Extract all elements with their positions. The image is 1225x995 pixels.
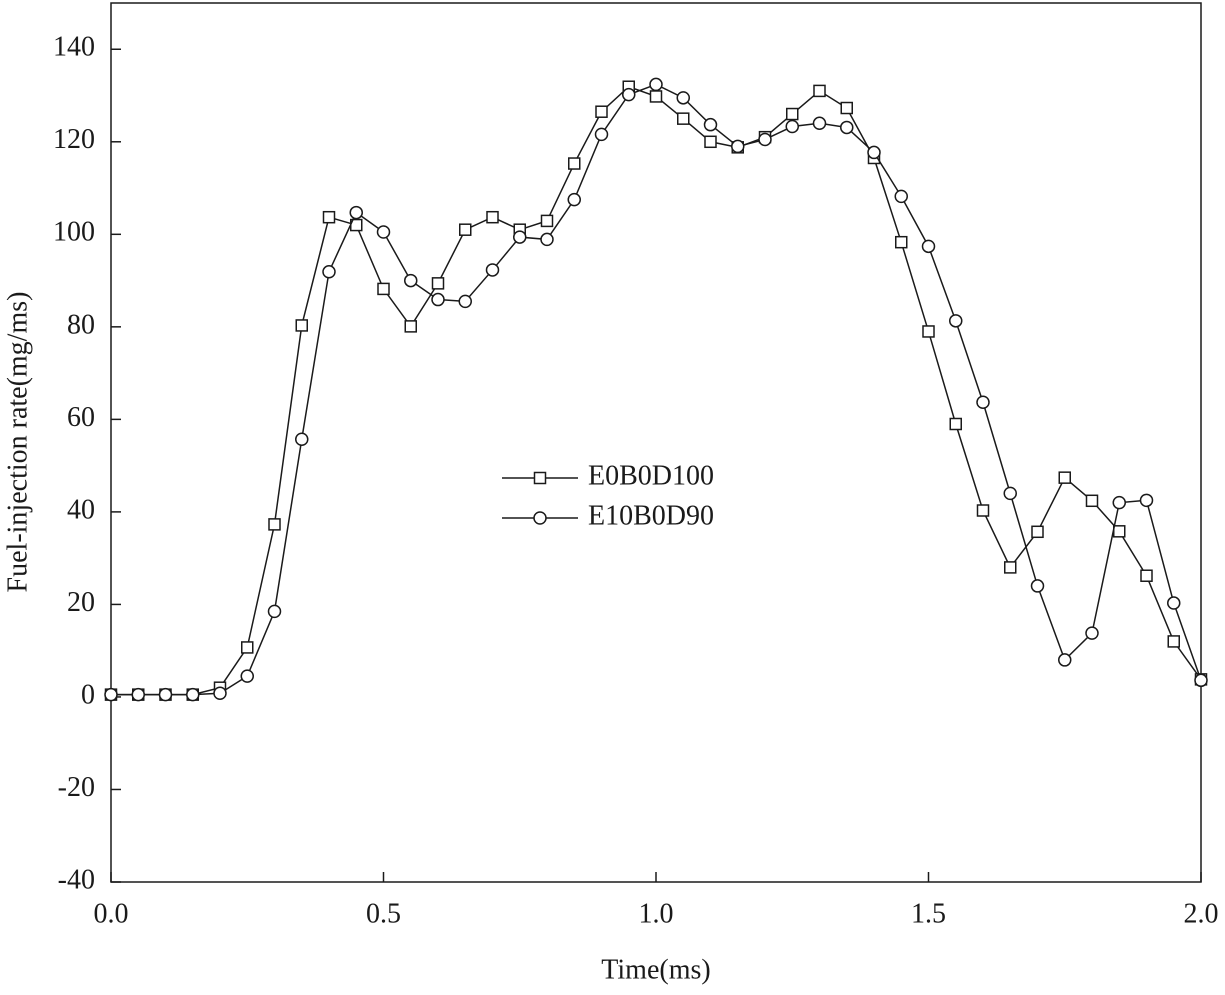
- y-tick-label: 60: [67, 402, 95, 433]
- data-point: [458, 294, 472, 309]
- data-point: [295, 432, 309, 447]
- data-point: [595, 105, 608, 118]
- data-point: [867, 145, 881, 160]
- x-tick-label: 1.0: [639, 898, 674, 929]
- y-tick-label: -40: [58, 864, 95, 895]
- x-tick-label: 2.0: [1184, 898, 1219, 929]
- data-point: [431, 292, 445, 307]
- data-point: [894, 189, 908, 204]
- data-point: [1085, 626, 1099, 640]
- x-axis-label: Time(ms): [601, 954, 710, 985]
- series-line: [111, 83, 1202, 696]
- data-point: [267, 604, 282, 619]
- data-point: [976, 504, 990, 517]
- data-point: [922, 325, 935, 338]
- data-point: [349, 205, 363, 220]
- data-point: [1031, 525, 1044, 539]
- data-point: [785, 119, 799, 134]
- data-point: [158, 687, 173, 702]
- data-point: [1139, 493, 1154, 508]
- legend-label: E0B0D100: [588, 460, 714, 491]
- data-point: [322, 210, 336, 224]
- y-tick-label: 140: [53, 32, 95, 63]
- data-point: [840, 120, 854, 135]
- data-point: [949, 314, 963, 328]
- data-point: [240, 669, 254, 683]
- data-point: [213, 686, 227, 700]
- x-tick-label: 0.0: [94, 898, 129, 929]
- data-point: [1113, 525, 1126, 538]
- y-tick-label: 40: [67, 494, 95, 525]
- data-point: [731, 139, 745, 154]
- data-point: [1003, 486, 1017, 501]
- data-point: [622, 87, 636, 102]
- plot-frame: [110, 2, 1202, 883]
- data-point: [486, 210, 499, 224]
- data-point: [1167, 596, 1181, 610]
- data-point: [1058, 471, 1071, 484]
- data-point: [1004, 561, 1017, 574]
- legend-marker: [533, 471, 547, 485]
- data-point: [786, 107, 799, 121]
- data-point: [703, 117, 718, 132]
- legend-label: E10B0D90: [588, 500, 714, 531]
- data-point: [131, 687, 145, 702]
- x-tick-label: 0.5: [366, 898, 401, 929]
- data-point: [949, 417, 962, 431]
- legend-marker: [533, 511, 547, 525]
- data-point: [1058, 653, 1072, 667]
- data-point: [1167, 635, 1180, 648]
- x-tick-label: 1.5: [911, 898, 946, 929]
- data-point: [404, 273, 418, 288]
- data-point: [812, 116, 827, 131]
- data-point: [268, 518, 281, 531]
- data-point: [540, 214, 554, 228]
- data-point: [295, 319, 308, 332]
- data-point: [485, 263, 500, 277]
- data-point: [431, 277, 445, 290]
- data-point: [976, 395, 990, 410]
- y-tick-label: 0: [81, 679, 95, 710]
- data-point: [649, 77, 663, 92]
- y-tick-label: 80: [67, 309, 95, 340]
- y-tick-label: 100: [53, 217, 95, 248]
- data-point: [404, 320, 417, 333]
- data-point: [376, 225, 391, 239]
- data-point: [377, 282, 390, 296]
- data-point: [921, 239, 936, 254]
- data-point: [459, 223, 472, 236]
- data-point: [1140, 569, 1153, 582]
- data-point: [677, 112, 690, 125]
- data-point: [241, 641, 254, 654]
- y-axis-label: Fuel-injection rate(mg/ms): [2, 292, 33, 593]
- y-tick-label: -20: [58, 772, 95, 803]
- y-tick-label: 20: [67, 587, 95, 618]
- data-point: [540, 232, 554, 247]
- data-point: [322, 265, 336, 279]
- data-point: [104, 687, 118, 702]
- data-point: [186, 687, 200, 702]
- series-line: [111, 85, 1202, 696]
- data-point: [1194, 673, 1208, 688]
- data-point: [567, 192, 581, 207]
- data-point: [813, 84, 826, 98]
- data-point: [758, 132, 772, 147]
- data-point: [895, 235, 908, 249]
- data-point: [840, 101, 853, 115]
- data-point: [1112, 495, 1126, 510]
- data-point: [704, 135, 717, 149]
- data-point: [649, 90, 663, 103]
- data-point: [594, 127, 609, 142]
- data-point: [568, 157, 581, 170]
- data-point: [1085, 494, 1099, 508]
- data-point: [676, 91, 690, 105]
- data-point: [1030, 579, 1045, 593]
- data-point: [513, 230, 527, 244]
- y-tick-label: 120: [53, 124, 95, 155]
